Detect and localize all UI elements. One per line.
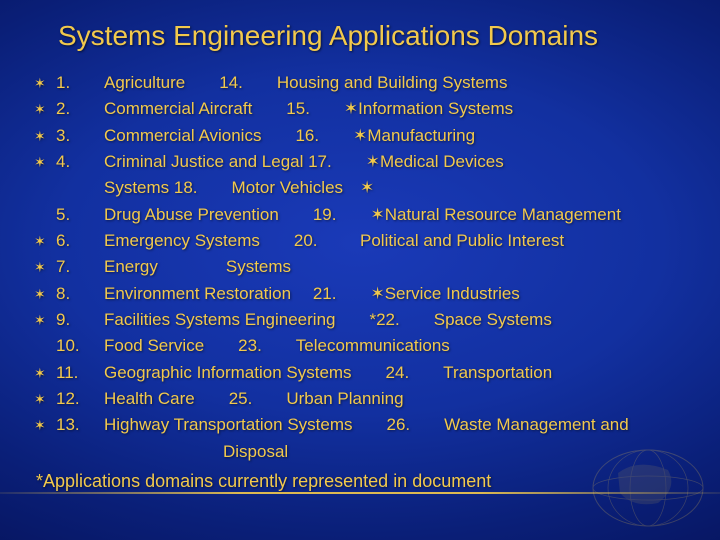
row-text: Criminal Justice and Legal 17. ✶Medical … — [104, 149, 690, 175]
row-number: 2. — [56, 96, 104, 122]
content-row: ✶7.Energy Systems — [34, 254, 690, 280]
content-row: Disposal — [34, 439, 690, 465]
row-text: Systems 18. Motor Vehicles ✶ — [104, 175, 690, 201]
slide-title: Systems Engineering Applications Domains — [58, 20, 690, 52]
bullet-icon: ✶ — [34, 96, 56, 122]
bullet-icon: ✶ — [34, 123, 56, 149]
content-row: ✶1.Agriculture 14. Housing and Building … — [34, 70, 690, 96]
bullet-icon: ✶ — [34, 70, 56, 96]
content-row: ✶11.Geographic Information Systems 24. T… — [34, 360, 690, 386]
content-row: ✶9.Facilities Systems Engineering *22. S… — [34, 307, 690, 333]
row-number: 4. — [56, 149, 104, 175]
row-text: Disposal — [104, 439, 690, 465]
row-number: 10. — [56, 333, 104, 359]
row-number: 6. — [56, 228, 104, 254]
content-row: ✶12.Health Care 25. Urban Planning — [34, 386, 690, 412]
bullet-icon: ✶ — [34, 281, 56, 307]
content-row: ✶2.Commercial Aircraft 15. ✶Information … — [34, 96, 690, 122]
content-row: 10.Food Service 23. Telecommunications — [34, 333, 690, 359]
row-text: Highway Transportation Systems 26. Waste… — [104, 412, 690, 438]
slide: Systems Engineering Applications Domains… — [0, 0, 720, 540]
bullet-icon: ✶ — [34, 360, 56, 386]
bullet-icon: ✶ — [34, 386, 56, 412]
row-number: 13. — [56, 412, 104, 438]
row-text: Agriculture 14. Housing and Building Sys… — [104, 70, 690, 96]
row-text: Facilities Systems Engineering *22. Spac… — [104, 307, 690, 333]
content-row: ✶3.Commercial Avionics 16. ✶Manufacturin… — [34, 123, 690, 149]
bullet-icon: ✶ — [34, 412, 56, 438]
bullet-icon: ✶ — [34, 254, 56, 280]
row-number: 12. — [56, 386, 104, 412]
row-number: 9. — [56, 307, 104, 333]
row-text: Energy Systems — [104, 254, 690, 280]
row-number: 5. — [56, 202, 104, 228]
content-row: ✶4.Criminal Justice and Legal 17. ✶Medic… — [34, 149, 690, 175]
bullet-icon: ✶ — [34, 307, 56, 333]
row-text: Commercial Aircraft 15. ✶Information Sys… — [104, 96, 690, 122]
row-text: Commercial Avionics 16. ✶Manufacturing — [104, 123, 690, 149]
content-row: ✶6.Emergency Systems 20. Political and P… — [34, 228, 690, 254]
content-row: 5.Drug Abuse Prevention 19. ✶Natural Res… — [34, 202, 690, 228]
content-row: ✶8.Environment Restoration 21. ✶Service … — [34, 281, 690, 307]
bullet-icon: ✶ — [34, 228, 56, 254]
row-text: Geographic Information Systems 24. Trans… — [104, 360, 690, 386]
divider-line — [0, 492, 720, 494]
content-area: ✶1.Agriculture 14. Housing and Building … — [30, 70, 690, 465]
row-number: 1. — [56, 70, 104, 96]
footnote: *Applications domains currently represen… — [30, 471, 690, 492]
row-number: 11. — [56, 360, 104, 386]
row-text: Emergency Systems 20. Political and Publ… — [104, 228, 690, 254]
row-number: 7. — [56, 254, 104, 280]
content-row: ✶13.Highway Transportation Systems 26. W… — [34, 412, 690, 438]
row-number: 8. — [56, 281, 104, 307]
row-text: Environment Restoration 21. ✶Service Ind… — [104, 281, 690, 307]
row-text: Drug Abuse Prevention 19. ✶Natural Resou… — [104, 202, 690, 228]
bullet-icon: ✶ — [34, 149, 56, 175]
row-text: Health Care 25. Urban Planning — [104, 386, 690, 412]
row-text: Food Service 23. Telecommunications — [104, 333, 690, 359]
row-number: 3. — [56, 123, 104, 149]
content-row: Systems 18. Motor Vehicles ✶ — [34, 175, 690, 201]
